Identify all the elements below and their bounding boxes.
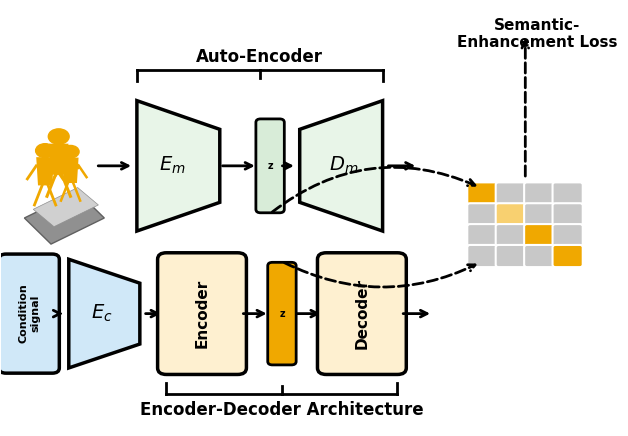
Polygon shape — [36, 157, 54, 185]
FancyBboxPatch shape — [553, 245, 583, 267]
FancyBboxPatch shape — [467, 182, 497, 204]
Text: Condition
signal: Condition signal — [18, 284, 40, 344]
FancyBboxPatch shape — [495, 224, 526, 246]
FancyBboxPatch shape — [524, 245, 555, 267]
FancyBboxPatch shape — [318, 253, 406, 375]
Polygon shape — [137, 101, 220, 231]
FancyBboxPatch shape — [524, 224, 555, 246]
Circle shape — [62, 146, 79, 158]
Text: z: z — [279, 309, 284, 319]
Polygon shape — [300, 101, 382, 231]
FancyBboxPatch shape — [553, 224, 583, 246]
Text: $\boldsymbol{E_m}$: $\boldsymbol{E_m}$ — [159, 155, 186, 177]
Text: z: z — [268, 161, 273, 171]
Circle shape — [48, 129, 69, 144]
FancyBboxPatch shape — [524, 182, 555, 204]
Circle shape — [36, 144, 55, 157]
Text: Encoder: Encoder — [195, 279, 210, 348]
Polygon shape — [24, 192, 104, 244]
Polygon shape — [49, 144, 68, 175]
Polygon shape — [63, 157, 78, 183]
Text: Encoder-Decoder Architecture: Encoder-Decoder Architecture — [140, 401, 424, 419]
FancyBboxPatch shape — [467, 245, 497, 267]
FancyBboxPatch shape — [268, 262, 296, 365]
FancyBboxPatch shape — [158, 253, 246, 375]
Text: $\boldsymbol{E_c}$: $\boldsymbol{E_c}$ — [90, 303, 112, 324]
FancyBboxPatch shape — [467, 224, 497, 246]
Text: Semantic-
Enhancement Loss: Semantic- Enhancement Loss — [457, 18, 617, 51]
Polygon shape — [33, 187, 99, 227]
Text: $\boldsymbol{D_m}$: $\boldsymbol{D_m}$ — [330, 155, 359, 177]
Text: Decoder: Decoder — [354, 278, 369, 349]
FancyBboxPatch shape — [0, 254, 59, 373]
FancyBboxPatch shape — [467, 203, 497, 225]
FancyBboxPatch shape — [256, 119, 284, 213]
Polygon shape — [69, 259, 140, 368]
FancyBboxPatch shape — [495, 182, 526, 204]
Text: Auto-Encoder: Auto-Encoder — [196, 48, 323, 66]
FancyBboxPatch shape — [495, 245, 526, 267]
FancyBboxPatch shape — [495, 203, 526, 225]
FancyBboxPatch shape — [524, 203, 555, 225]
FancyBboxPatch shape — [553, 203, 583, 225]
FancyBboxPatch shape — [553, 182, 583, 204]
